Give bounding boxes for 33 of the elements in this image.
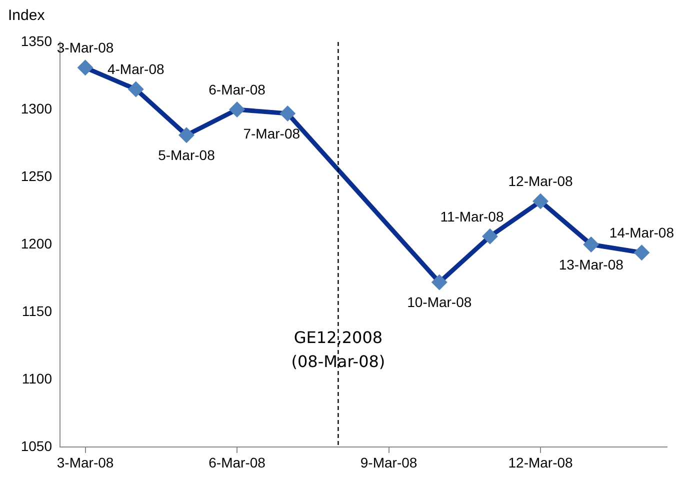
y-tick-label: 1100 bbox=[22, 370, 52, 386]
y-tick-label: 1350 bbox=[20, 32, 52, 49]
y-tick-label: 1200 bbox=[20, 235, 52, 252]
point bbox=[634, 244, 650, 261]
point bbox=[77, 60, 94, 76]
y-axis-title: Index bbox=[8, 7, 46, 24]
data-label: 5-Mar-08 bbox=[158, 147, 216, 164]
y-tick-label: 1150 bbox=[22, 302, 52, 319]
point bbox=[482, 228, 498, 244]
point bbox=[280, 106, 296, 122]
data-label: 13-Mar-08 bbox=[558, 256, 624, 272]
data-label: 10-Mar-08 bbox=[407, 294, 472, 310]
point bbox=[532, 193, 549, 210]
data-label: 3-Mar-08 bbox=[56, 40, 114, 56]
x-tick-label: 9-Mar-08 bbox=[360, 454, 418, 470]
data-label: 12-Mar-08 bbox=[508, 173, 574, 190]
point bbox=[229, 102, 246, 118]
x-tick-label: 12-Mar-08 bbox=[508, 454, 574, 470]
y-tick-label: 1250 bbox=[20, 168, 52, 184]
point bbox=[583, 236, 600, 252]
x-tick-label: 3-Mar-08 bbox=[56, 454, 114, 470]
data-label: 11-Mar-08 bbox=[440, 208, 504, 224]
point bbox=[431, 274, 448, 290]
data-label: 14-Mar-08 bbox=[609, 224, 674, 240]
data-label: 6-Mar-08 bbox=[208, 81, 266, 98]
y-tick-label: 1300 bbox=[20, 100, 52, 116]
point bbox=[178, 127, 194, 144]
data-label: 4-Mar-08 bbox=[107, 61, 164, 78]
ref-line-label: GE12,2008 (08-Mar-08) bbox=[291, 328, 386, 372]
x-tick-label: 6-Mar-08 bbox=[208, 454, 266, 470]
data-label: 7-Mar-08 bbox=[243, 125, 300, 142]
y-tick-label: 1050 bbox=[20, 438, 52, 454]
point bbox=[128, 81, 144, 98]
